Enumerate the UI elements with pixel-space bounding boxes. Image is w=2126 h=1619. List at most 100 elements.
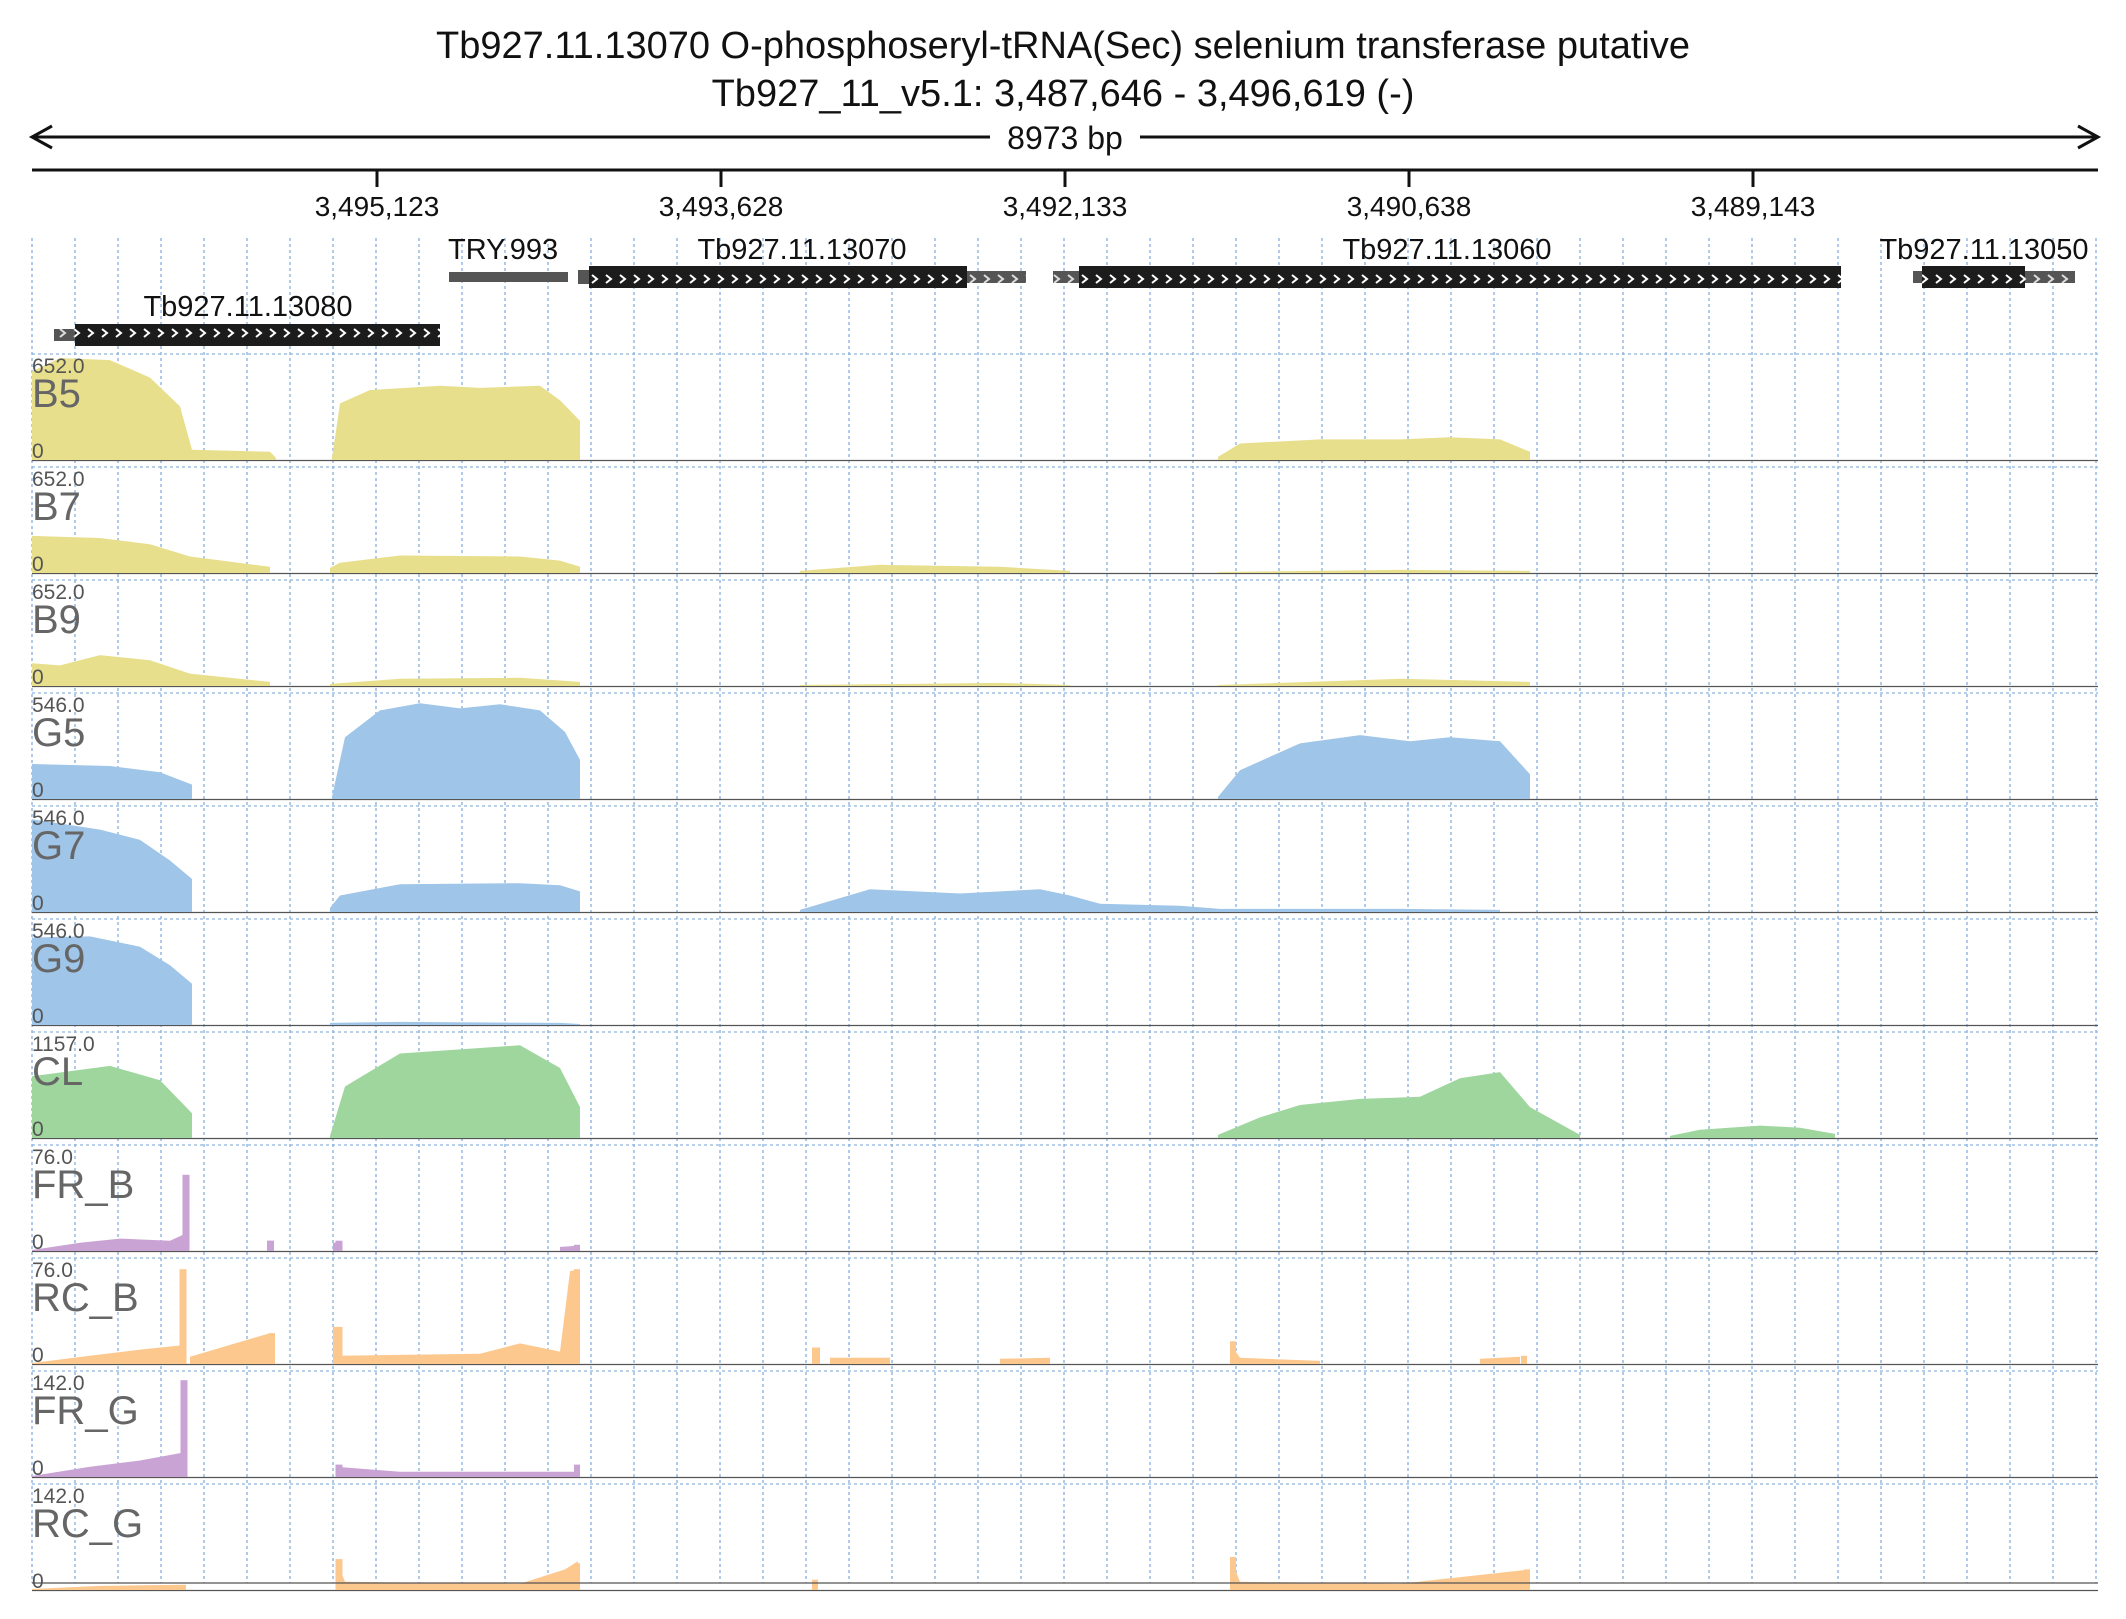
gene-label: Tb927.11.13070 [697, 234, 906, 266]
coverage-area [560, 1245, 578, 1251]
track-min-label: 0 [32, 1457, 44, 1480]
track-max-label: 1157.0 [32, 1033, 95, 1056]
coverage-spike [814, 1347, 820, 1364]
coverage-spike [574, 1464, 580, 1477]
gene-tb927-11-13060[interactable]: Tb927.11.13060 [1053, 234, 1841, 288]
track-min-label: 0 [32, 666, 44, 689]
track-name-label: G5 [32, 711, 85, 755]
coverage-area [332, 385, 580, 460]
coverage-area [1218, 437, 1530, 460]
gene-tb927-11-13050[interactable]: Tb927.11.13050 [1879, 234, 2089, 288]
gene-tb927-11-13080[interactable]: Tb927.11.13080 [54, 291, 440, 346]
ruler-tick-0: 3,495,123 [315, 170, 440, 222]
ruler-tick-label: 3,489,143 [1691, 191, 1816, 222]
coverage-area [1000, 1357, 1050, 1364]
track-name-label: G7 [32, 824, 85, 868]
track-min-label: 0 [32, 1231, 44, 1254]
ruler-tick-label: 3,490,638 [1347, 191, 1472, 222]
coverage-spike [1524, 1569, 1530, 1590]
track-max-label: 142.0 [32, 1485, 85, 1508]
track-max-label: 76.0 [32, 1146, 73, 1169]
track-b5: 652.0B5 0 [32, 353, 2098, 463]
track-rc-g: 142.0RC_G 0 [32, 1483, 2098, 1593]
strand-chevrons [75, 324, 440, 346]
coverage-area [32, 1232, 188, 1251]
coverage-area [32, 1452, 185, 1477]
coverage-area [336, 1559, 578, 1590]
coverage-spike [180, 1380, 188, 1477]
track-min-label: 0 [32, 1344, 44, 1367]
track-name-label: RC_G [32, 1502, 143, 1546]
strand-chevrons [1922, 266, 2025, 288]
span-length-label: 8973 bp [1007, 120, 1123, 156]
track-rc-b: 76.0RC_B 0 [32, 1257, 2098, 1367]
coverage-spike [269, 1333, 275, 1364]
coverage-spike [268, 1240, 274, 1251]
track-max-label: 546.0 [32, 694, 85, 717]
page-title: Tb927.11.13070 O-phosphoseryl-tRNA(Sec) … [436, 25, 1690, 67]
track-max-label: 652.0 [32, 581, 85, 604]
coverage-area [330, 555, 580, 573]
track-g5: 546.0G5 0 [32, 692, 2098, 802]
ruler-tick-3: 3,490,638 [1347, 170, 1472, 222]
coverage-area [1218, 735, 1530, 799]
coverage-area [1218, 569, 1530, 573]
coverage-spike [1521, 1355, 1527, 1364]
coverage-spike [335, 1559, 343, 1590]
strand-chevrons [54, 329, 78, 341]
track-b7: 652.0B7 0 [32, 466, 2098, 576]
track-name-label: B7 [32, 485, 81, 529]
gene-label: TRY.993 [448, 234, 558, 266]
track-name-label: G9 [32, 937, 85, 981]
coverage-spike [179, 1269, 187, 1364]
coverage-area [32, 358, 276, 460]
track-name-label: B9 [32, 598, 81, 642]
coverage-area [330, 883, 580, 912]
coverage-spike [574, 1244, 580, 1251]
ruler-tick-1: 3,493,628 [659, 170, 784, 222]
coverage-spike [335, 1326, 343, 1364]
utr-feature [578, 270, 592, 284]
ruler-tick-label: 3,495,123 [315, 191, 440, 222]
coverage-area [32, 1339, 186, 1364]
track-name-label: B5 [32, 372, 81, 416]
coverage-spike [182, 1174, 190, 1251]
coverage-area [1230, 1343, 1320, 1364]
ruler-tick-2: 3,492,133 [1003, 170, 1127, 222]
coverage-spike [335, 1464, 343, 1477]
coverage-area [330, 1045, 580, 1138]
track-min-label: 0 [32, 779, 44, 802]
coverage-area [32, 1065, 192, 1138]
track-max-label: 76.0 [32, 1259, 73, 1282]
ncrna-feature[interactable] [449, 272, 568, 282]
track-b9: 652.0B9 0 [32, 579, 2098, 689]
track-min-label: 0 [32, 1118, 44, 1141]
coverage-area [1218, 678, 1530, 686]
coverage-spike [574, 1563, 580, 1590]
coverage-area [32, 655, 270, 686]
coverage-area [1218, 1072, 1580, 1138]
coverage-area [340, 1269, 580, 1364]
strand-chevrons [967, 271, 1026, 283]
ruler-tick-label: 3,493,628 [659, 191, 784, 222]
track-min-label: 0 [32, 440, 44, 463]
coverage-spike [1230, 1341, 1236, 1364]
coverage-area [32, 936, 192, 1025]
track-min-label: 0 [32, 1005, 44, 1028]
span-arrow: 8973 bp [28, 120, 2102, 156]
track-max-label: 652.0 [32, 355, 85, 378]
track-max-label: 142.0 [32, 1372, 85, 1395]
coverage-area [1230, 1557, 1530, 1590]
coverage-area [190, 1333, 270, 1364]
gene-track: TRY.993 Tb927.11.13070 Tb927.11.13060 Tb… [54, 234, 2089, 346]
coverage-spike [335, 1240, 343, 1251]
coverage-area [336, 1466, 580, 1477]
strand-chevrons [1053, 271, 1081, 283]
gene-tb927-11-13070[interactable]: Tb927.11.13070 [578, 234, 1026, 288]
gene-try993[interactable]: TRY.993 [448, 234, 568, 282]
track-name-label: FR_B [32, 1163, 134, 1207]
locus-subtitle: Tb927_11_v5.1: 3,487,646 - 3,496,619 (-) [711, 73, 1415, 115]
track-min-label: 0 [32, 1570, 44, 1593]
coverage-area [32, 535, 270, 573]
coverage-area [800, 682, 1070, 686]
